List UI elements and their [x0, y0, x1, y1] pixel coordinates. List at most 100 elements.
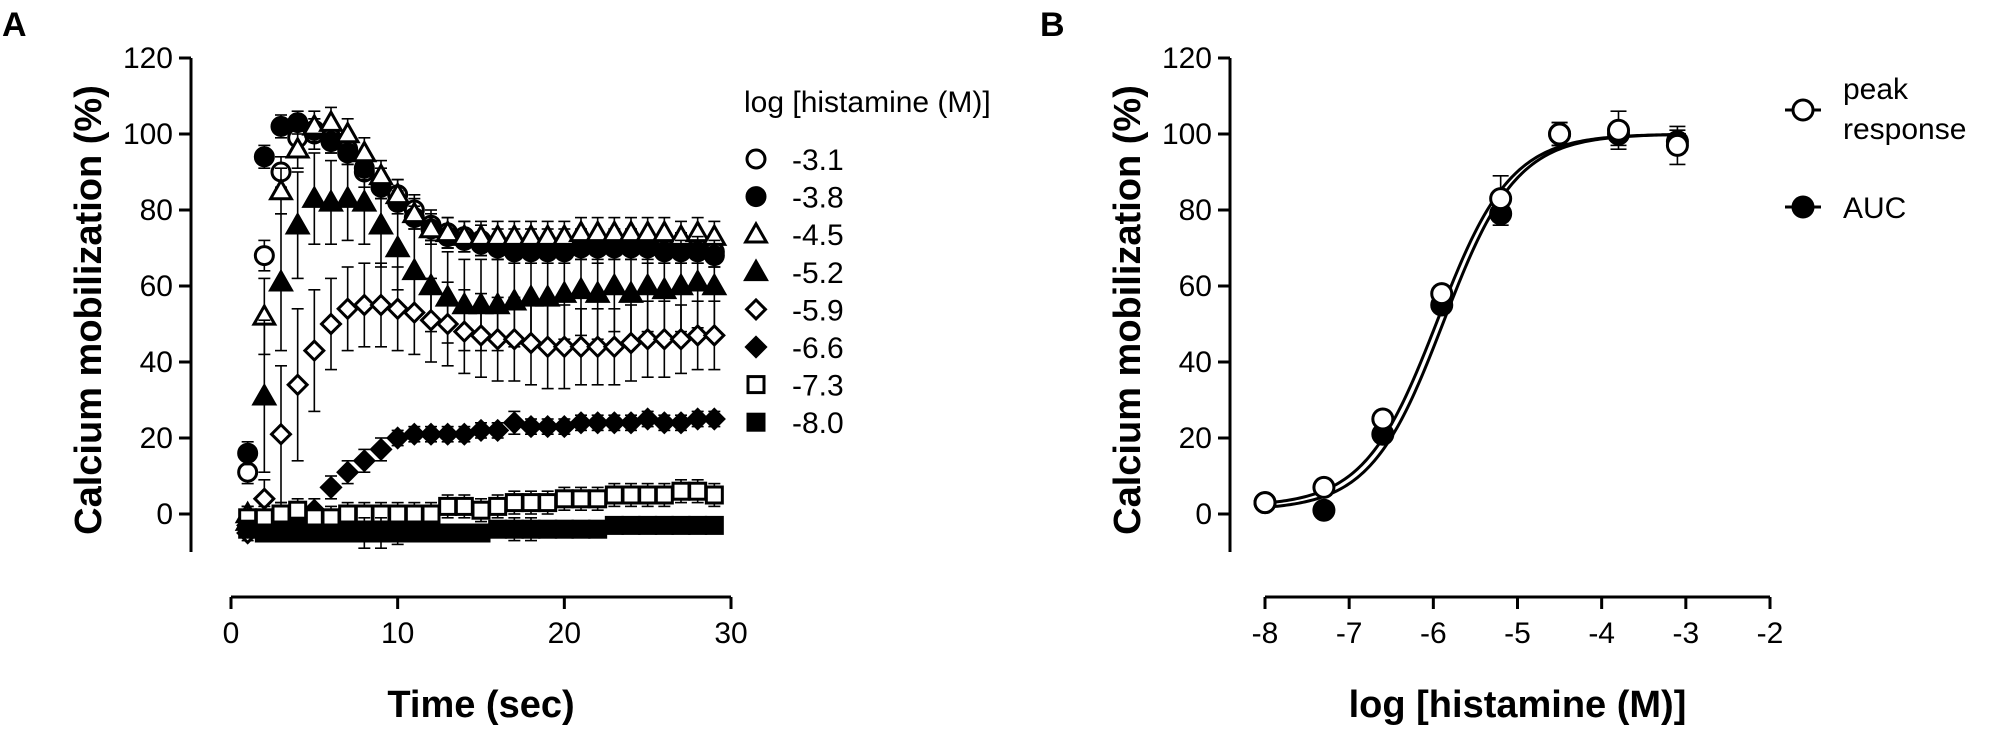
- b-fit-curve-peak-response: [1264, 132, 1686, 505]
- a-data-point: [586, 411, 610, 435]
- a-legend-label: -4.5: [792, 219, 844, 252]
- a-data-point: [518, 223, 544, 246]
- a-data-point: [584, 280, 611, 303]
- a-y-tick-label: 120: [123, 42, 173, 75]
- a-data-point: [304, 523, 324, 543]
- a-data-point: [701, 272, 728, 296]
- a-data-point: [534, 223, 561, 246]
- a-data-point: [469, 418, 493, 442]
- a-data-point: [421, 523, 441, 543]
- b-x-tick-label: -8: [1252, 617, 1279, 650]
- a-data-point: [404, 523, 424, 543]
- b-x-tick-label: -5: [1504, 617, 1531, 650]
- a-data-point: [571, 489, 591, 509]
- a-data-point: [288, 500, 308, 520]
- a-data-point: [338, 523, 358, 543]
- a-data-point: [334, 120, 361, 144]
- a-data-point: [568, 276, 594, 300]
- a-y-tick-label: 80: [140, 194, 173, 227]
- a-legend-marker: [743, 258, 769, 282]
- a-data-point: [252, 487, 276, 511]
- a-series--5_2: [234, 152, 728, 531]
- a-data-point: [618, 280, 644, 303]
- a-data-point: [504, 519, 524, 539]
- a-data-point: [452, 422, 476, 446]
- a-data-point: [402, 422, 426, 446]
- a-data-point: [486, 327, 510, 351]
- b-x-tick-label: -3: [1672, 617, 1699, 650]
- a-data-point: [471, 500, 491, 520]
- a-data-point: [688, 481, 708, 501]
- a-data-point: [504, 493, 524, 513]
- a-data-point: [588, 489, 608, 509]
- a-data-point: [671, 515, 691, 535]
- a-series--7_3: [238, 478, 724, 531]
- a-x-tick-label: 30: [714, 617, 747, 650]
- a-data-point: [253, 245, 275, 267]
- a-data-point: [686, 323, 710, 347]
- panel-label-b: B: [1040, 6, 1065, 44]
- a-data-point: [288, 523, 308, 543]
- b-y-axis-title: Calcium mobilization (%): [1107, 85, 1149, 535]
- a-data-point: [521, 493, 541, 513]
- a-data-point: [270, 115, 292, 137]
- a-x-tick-label: 0: [223, 617, 240, 650]
- a-data-point: [468, 223, 494, 246]
- a-data-point: [671, 481, 691, 501]
- a-data-point: [237, 442, 259, 464]
- b-y-tick-label: 120: [1162, 42, 1212, 75]
- a-legend-label: -3.1: [792, 144, 844, 177]
- a-data-point: [501, 223, 528, 246]
- a-data-point: [338, 504, 358, 524]
- b-data-point: [1548, 122, 1572, 146]
- a-legend-label: -3.8: [792, 182, 844, 215]
- a-data-point: [669, 327, 693, 351]
- a-data-point: [334, 185, 361, 208]
- a-data-point: [388, 523, 408, 543]
- a-data-point: [569, 411, 593, 435]
- a-legend-label: -7.3: [792, 370, 844, 403]
- a-data-point: [254, 523, 274, 543]
- b-x-tick-label: -6: [1420, 617, 1447, 650]
- a-data-point: [284, 135, 311, 159]
- b-fit-curve-AUC: [1264, 133, 1686, 509]
- a-series--5_9: [236, 262, 726, 545]
- a-series--4_5: [234, 106, 728, 524]
- a-data-point: [318, 109, 344, 132]
- a-data-point: [554, 489, 574, 509]
- a-x-axis-title: Time (sec): [387, 684, 574, 726]
- b-data-point: [1253, 491, 1277, 515]
- b-x-tick-label: -7: [1336, 617, 1363, 650]
- a-data-point: [438, 496, 458, 516]
- b-legend-label: AUC: [1843, 192, 1906, 225]
- a-data-point: [652, 327, 676, 351]
- a-data-point: [454, 523, 474, 543]
- a-data-point: [402, 301, 426, 325]
- a-y-tick-label: 0: [156, 498, 173, 531]
- a-data-point: [488, 496, 508, 516]
- a-data-point: [253, 146, 275, 168]
- a-data-point: [568, 219, 594, 243]
- a-data-point: [304, 508, 324, 528]
- a-data-point: [621, 515, 641, 535]
- b-legend-marker: [1791, 195, 1815, 219]
- a-data-point: [538, 493, 558, 513]
- a-data-point: [621, 485, 641, 505]
- a-legend-marker: [746, 412, 766, 432]
- a-data-point: [254, 508, 274, 528]
- b-data-point: [1607, 118, 1630, 142]
- b-y-tick-label: 0: [1195, 498, 1212, 531]
- a-data-point: [502, 411, 526, 435]
- a-legend-marker: [743, 220, 769, 244]
- a-data-point: [301, 185, 328, 208]
- a-data-point: [421, 504, 441, 524]
- a-data-point: [452, 320, 476, 344]
- a-data-point: [604, 515, 624, 535]
- a-data-point: [384, 181, 411, 205]
- a-data-point: [619, 331, 643, 355]
- a-data-point: [268, 268, 294, 292]
- a-data-point: [251, 382, 278, 406]
- a-legend-title: log [histamine (M)]: [744, 86, 991, 119]
- a-data-point: [686, 407, 710, 431]
